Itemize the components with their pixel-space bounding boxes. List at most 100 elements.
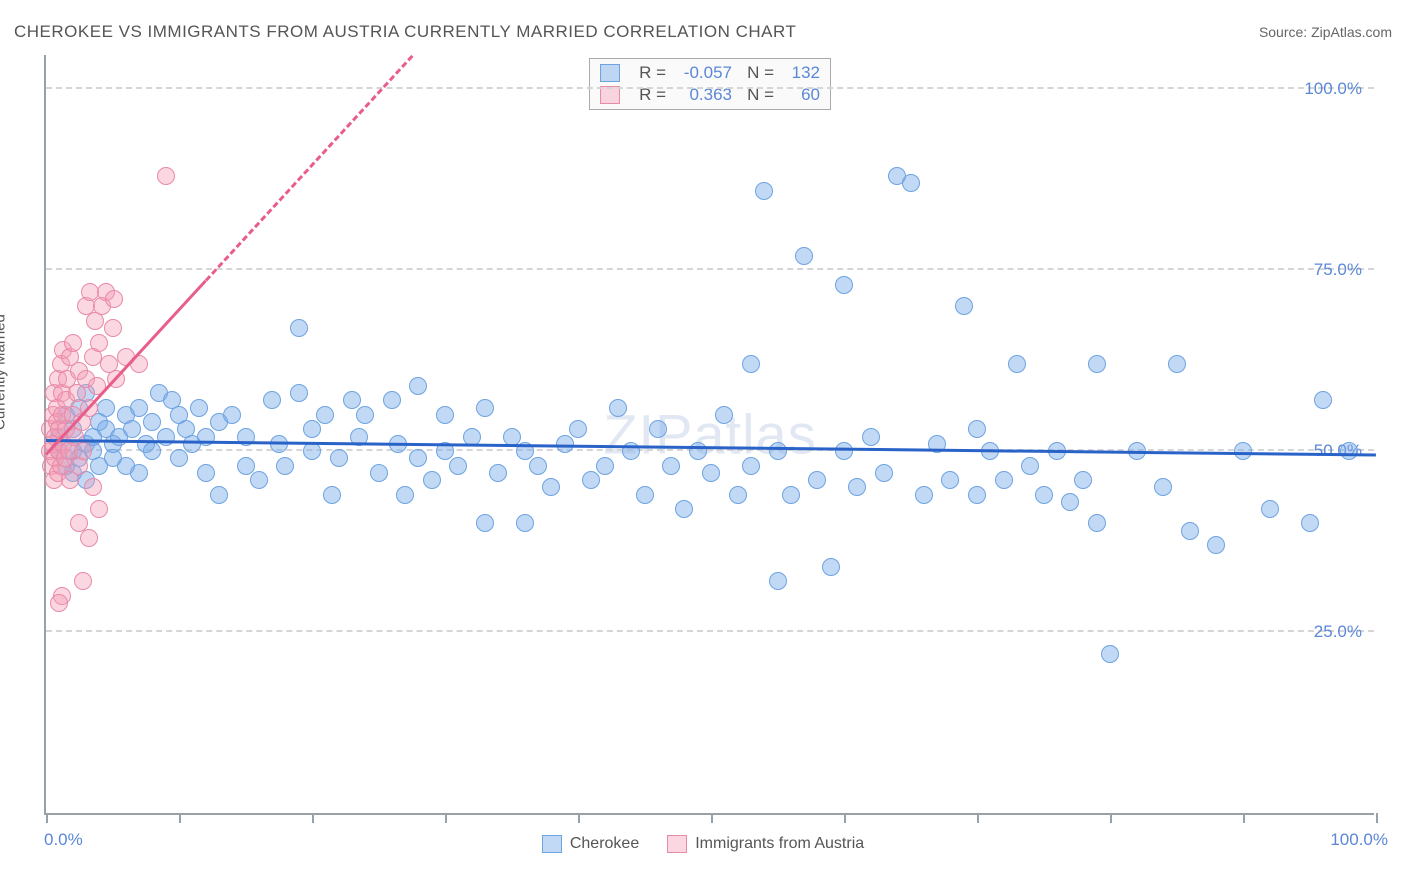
data-point <box>968 486 986 504</box>
data-point <box>968 420 986 438</box>
data-point <box>835 276 853 294</box>
data-point <box>1061 493 1079 511</box>
data-point <box>902 174 920 192</box>
data-point <box>1314 391 1332 409</box>
data-point <box>569 420 587 438</box>
data-point <box>1008 355 1026 373</box>
data-point <box>263 391 281 409</box>
data-point <box>423 471 441 489</box>
data-point <box>649 420 667 438</box>
data-point <box>1088 514 1106 532</box>
data-point <box>323 486 341 504</box>
data-point <box>409 377 427 395</box>
data-point <box>755 182 773 200</box>
x-tick <box>1110 813 1112 823</box>
x-tick <box>1243 813 1245 823</box>
data-point <box>1021 457 1039 475</box>
data-point <box>915 486 933 504</box>
data-point <box>316 406 334 424</box>
bottom-legend: Cherokee Immigrants from Austria <box>0 835 1406 853</box>
data-point <box>237 457 255 475</box>
data-point <box>123 420 141 438</box>
data-point <box>808 471 826 489</box>
data-point <box>370 464 388 482</box>
data-point <box>356 406 374 424</box>
data-point <box>769 442 787 460</box>
data-point <box>90 334 108 352</box>
data-point <box>489 464 507 482</box>
y-tick-label: 25.0% <box>1314 622 1362 642</box>
gridline <box>46 630 1374 632</box>
data-point <box>955 297 973 315</box>
data-point <box>1340 442 1358 460</box>
data-point <box>250 471 268 489</box>
data-point <box>689 442 707 460</box>
data-point <box>64 334 82 352</box>
data-point <box>636 486 654 504</box>
y-tick-label: 75.0% <box>1314 260 1362 280</box>
title-row: CHEROKEE VS IMMIGRANTS FROM AUSTRIA CURR… <box>14 22 1392 42</box>
data-point <box>742 457 760 475</box>
data-point <box>742 355 760 373</box>
data-point <box>1261 500 1279 518</box>
data-point <box>503 428 521 446</box>
x-tick <box>1376 813 1378 823</box>
x-tick <box>977 813 979 823</box>
data-point <box>276 457 294 475</box>
data-point <box>609 399 627 417</box>
data-point <box>529 457 547 475</box>
data-point <box>1207 536 1225 554</box>
legend-swatch-1 <box>542 835 562 853</box>
data-point <box>1074 471 1092 489</box>
n-label-1: N = <box>738 63 774 83</box>
data-point <box>290 384 308 402</box>
data-point <box>582 471 600 489</box>
data-point <box>409 449 427 467</box>
data-point <box>330 449 348 467</box>
x-tick <box>312 813 314 823</box>
data-point <box>702 464 720 482</box>
data-point <box>210 486 228 504</box>
data-point <box>130 464 148 482</box>
data-point <box>516 514 534 532</box>
data-point <box>343 391 361 409</box>
data-point <box>157 167 175 185</box>
x-tick <box>46 813 48 823</box>
data-point <box>130 399 148 417</box>
legend-item-2: Immigrants from Austria <box>667 835 864 853</box>
data-point <box>875 464 893 482</box>
data-point <box>662 457 680 475</box>
data-point <box>715 406 733 424</box>
n-value-1: 132 <box>780 63 820 83</box>
data-point <box>995 471 1013 489</box>
data-point <box>303 420 321 438</box>
data-point <box>105 290 123 308</box>
r-label-1: R = <box>628 63 666 83</box>
trend-line <box>46 439 1376 456</box>
data-point <box>104 319 122 337</box>
data-point <box>941 471 959 489</box>
legend-swatch-2 <box>667 835 687 853</box>
data-point <box>822 558 840 576</box>
data-point <box>835 442 853 460</box>
data-point <box>74 442 92 460</box>
data-point <box>675 500 693 518</box>
r-value-1: -0.057 <box>672 63 732 83</box>
source-attribution: Source: ZipAtlas.com <box>1259 24 1392 40</box>
data-point <box>1301 514 1319 532</box>
x-tick <box>578 813 580 823</box>
chart-container: CHEROKEE VS IMMIGRANTS FROM AUSTRIA CURR… <box>0 0 1406 892</box>
data-point <box>1168 355 1186 373</box>
data-point <box>729 486 747 504</box>
y-axis-label: Currently Married <box>0 314 9 430</box>
data-point <box>223 406 241 424</box>
data-point <box>782 486 800 504</box>
data-point <box>1101 645 1119 663</box>
chart-title: CHEROKEE VS IMMIGRANTS FROM AUSTRIA CURR… <box>14 22 796 42</box>
x-tick <box>711 813 713 823</box>
y-tick-label: 100.0% <box>1304 79 1362 99</box>
data-point <box>190 399 208 417</box>
data-point <box>170 449 188 467</box>
data-point <box>197 464 215 482</box>
x-tick <box>179 813 181 823</box>
